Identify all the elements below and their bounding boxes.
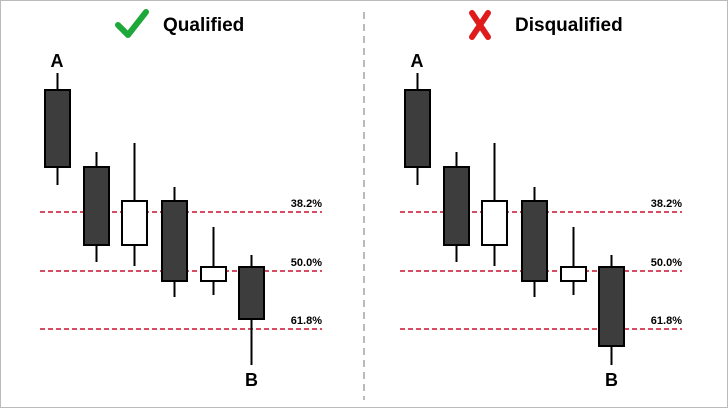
- candle-body: [598, 266, 625, 347]
- fib-level-label: 38.2%: [291, 198, 322, 210]
- point-label: B: [605, 370, 618, 390]
- fib-level-label: 61.8%: [651, 315, 682, 327]
- fib-level-label: 38.2%: [651, 198, 682, 210]
- candle-body: [238, 266, 265, 320]
- candle-body: [200, 266, 227, 282]
- candle-body: [560, 266, 587, 282]
- point-label: B: [245, 370, 258, 390]
- panel-title: Qualified: [163, 15, 244, 36]
- fib-level-label: 50.0%: [291, 257, 322, 269]
- cross-icon: [469, 10, 491, 40]
- candle-body: [521, 200, 548, 282]
- check-icon: [115, 9, 149, 38]
- fib-level-label: 50.0%: [651, 257, 682, 269]
- candle-body: [481, 200, 508, 246]
- point-label: A: [51, 51, 64, 71]
- candle-body: [83, 166, 110, 246]
- candle-body: [121, 200, 148, 246]
- fib-level-label: 61.8%: [291, 315, 322, 327]
- panel-title: Disqualified: [515, 15, 623, 36]
- candle-body: [404, 89, 431, 168]
- candle-body: [44, 89, 71, 168]
- point-label: A: [411, 51, 424, 71]
- candle-body: [161, 200, 188, 282]
- candle-body: [443, 166, 470, 246]
